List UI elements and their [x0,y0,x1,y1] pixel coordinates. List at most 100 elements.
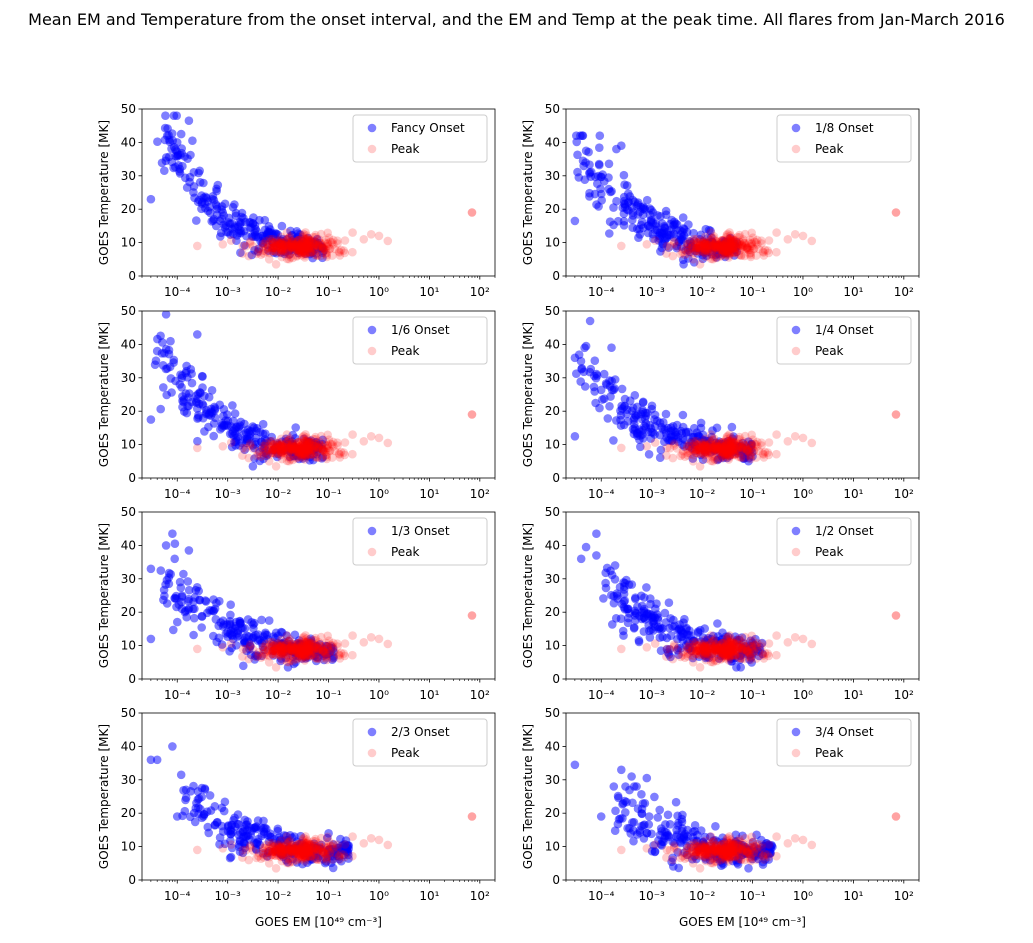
peak-point [282,437,291,447]
onset-point [197,623,206,632]
peak-point [759,651,768,660]
legend-peak-label: Peak [815,344,844,358]
peak-point [311,850,320,859]
peak-point [301,645,311,654]
onset-point [159,585,169,595]
peak-point [283,645,293,654]
peak-point [324,233,334,242]
y-tick-label: 20 [121,806,136,820]
peak-point [299,851,308,860]
peak-point [294,446,303,456]
peak-point [311,240,320,249]
peak-point [727,233,737,242]
peak-point [697,440,707,449]
peak-point [295,240,304,250]
peak-point [700,248,710,257]
peak-point [302,838,312,848]
peak-point [324,837,334,846]
peak-point [329,240,338,249]
onset-point [689,236,699,246]
peak-point [299,848,309,857]
peak-point [276,641,285,650]
onset-point [291,423,301,432]
peak-point [283,842,292,852]
peak-point [760,245,770,255]
peak-point [690,236,700,246]
onset-point [636,442,645,452]
peak-point [672,444,682,453]
peak-point [696,648,705,658]
peak-point [716,648,726,657]
peak-point [307,851,317,861]
peak-point [746,452,755,462]
peak-point [300,248,309,257]
peak-point [304,840,314,849]
peak-point [300,242,309,252]
peak-point [319,847,329,857]
peak-point [318,445,328,455]
peak-point [322,250,331,260]
peak-point [226,840,236,849]
peak-point [272,840,282,849]
peak-point [278,447,288,456]
peak-point [241,241,251,251]
onset-point [661,820,670,829]
peak-point [348,631,357,640]
peak-point [335,453,345,462]
peak-point [280,240,290,250]
peak-point [300,444,309,454]
peak-point [709,233,718,243]
peak-point [725,243,734,252]
peak-point [724,444,733,454]
peak-point [270,443,280,453]
peak-point [310,442,319,451]
peak-point [745,437,755,447]
legend-onset-marker [367,727,377,737]
peak-point [683,249,692,258]
onset-point [577,364,587,373]
peak-point [333,840,342,849]
peak-point [721,444,730,454]
onset-point [309,841,318,851]
peak-point [740,431,750,441]
peak-point [273,440,283,449]
peak-point [705,247,714,256]
peak-point [300,853,309,862]
peak-point [726,637,736,647]
peak-point [298,835,308,844]
peak-point [269,847,278,856]
peak-point [325,848,335,857]
peak-point [729,237,739,247]
peak-point [261,639,271,649]
peak-point [301,450,311,460]
onset-point [696,230,706,240]
peak-point [276,852,286,861]
peak-point [271,844,281,854]
peak-point [685,446,695,456]
peak-point [738,235,748,244]
peak-point [287,240,296,249]
peak-point [764,450,773,460]
peak-point [285,652,295,662]
peak-point [317,241,326,250]
peak-point [287,842,296,852]
peak-point [267,847,277,857]
peak-point [321,451,330,460]
peak-point [702,448,712,458]
peak-point [737,240,746,249]
peak-point [269,445,278,454]
y-tick-label: 40 [121,739,136,753]
onset-point [699,639,709,649]
peak-point [324,845,333,855]
peak-point [724,451,734,461]
peak-point [746,450,756,460]
onset-point [324,848,333,858]
x-tick-label: 10⁻² [689,487,716,501]
peak-point [304,439,313,448]
peak-point [727,645,736,655]
peak-point [716,454,725,463]
peak-point [295,845,304,854]
onset-point [224,218,233,227]
peak-point [316,855,325,865]
peak-point [256,452,266,462]
